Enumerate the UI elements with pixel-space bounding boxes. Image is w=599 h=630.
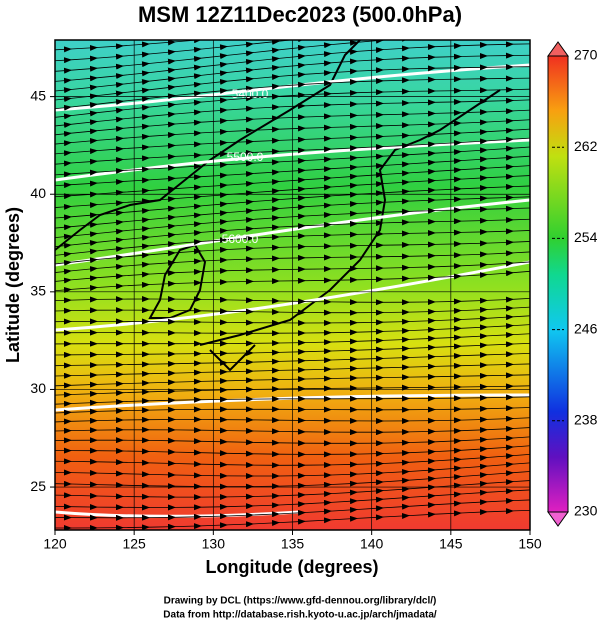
streamline xyxy=(55,314,530,326)
x-axis-label: Longitude (degrees) xyxy=(205,557,378,577)
colorbar-tick-label: 270 xyxy=(574,47,598,63)
y-tick-label: 45 xyxy=(30,87,46,103)
contour-label: 5400.0 xyxy=(232,87,269,101)
credit: Drawing by DCL (https://www.gfd-dennou.o… xyxy=(164,596,437,607)
contour-label: 5600.0 xyxy=(222,232,259,246)
streamline xyxy=(55,394,530,407)
x-tick-label: 145 xyxy=(439,536,463,552)
credit: Data from http://database.rish.kyoto-u.a… xyxy=(163,610,437,621)
y-tick-label: 25 xyxy=(30,478,46,494)
streamline xyxy=(55,435,530,447)
y-tick-label: 30 xyxy=(30,380,46,396)
x-tick-label: 130 xyxy=(202,536,226,552)
x-tick-label: 135 xyxy=(281,536,305,552)
streamline xyxy=(55,425,530,436)
y-tick-label: 35 xyxy=(30,283,46,299)
contour-label: 5500.0 xyxy=(227,150,264,164)
colorbar-tick-label: 262 xyxy=(574,138,598,154)
colorbar-tick-label: 230 xyxy=(574,503,598,519)
y-axis-label: Latitude (degrees) xyxy=(3,207,23,363)
colorbar-extend xyxy=(547,41,569,57)
y-tick-label: 40 xyxy=(30,185,46,201)
streamline xyxy=(55,305,530,316)
colorbar xyxy=(547,55,569,513)
streamline xyxy=(55,405,530,416)
colorbar-extend xyxy=(547,511,569,527)
streamline xyxy=(55,508,530,530)
x-tick-label: 140 xyxy=(360,536,384,552)
streamline xyxy=(55,415,530,425)
plot-area xyxy=(55,40,530,530)
streamline xyxy=(55,296,530,306)
x-tick-label: 150 xyxy=(518,536,542,552)
x-tick-label: 120 xyxy=(43,536,67,552)
colorbar-tick-label: 246 xyxy=(574,320,598,336)
streamline xyxy=(55,270,530,293)
x-tick-label: 125 xyxy=(122,536,146,552)
title: MSM 12Z11Dec2023 (500.0hPa) xyxy=(138,2,462,27)
streamline xyxy=(55,383,530,398)
colorbar-tick-label: 238 xyxy=(574,412,598,428)
colorbar-tick-label: 254 xyxy=(574,229,598,245)
